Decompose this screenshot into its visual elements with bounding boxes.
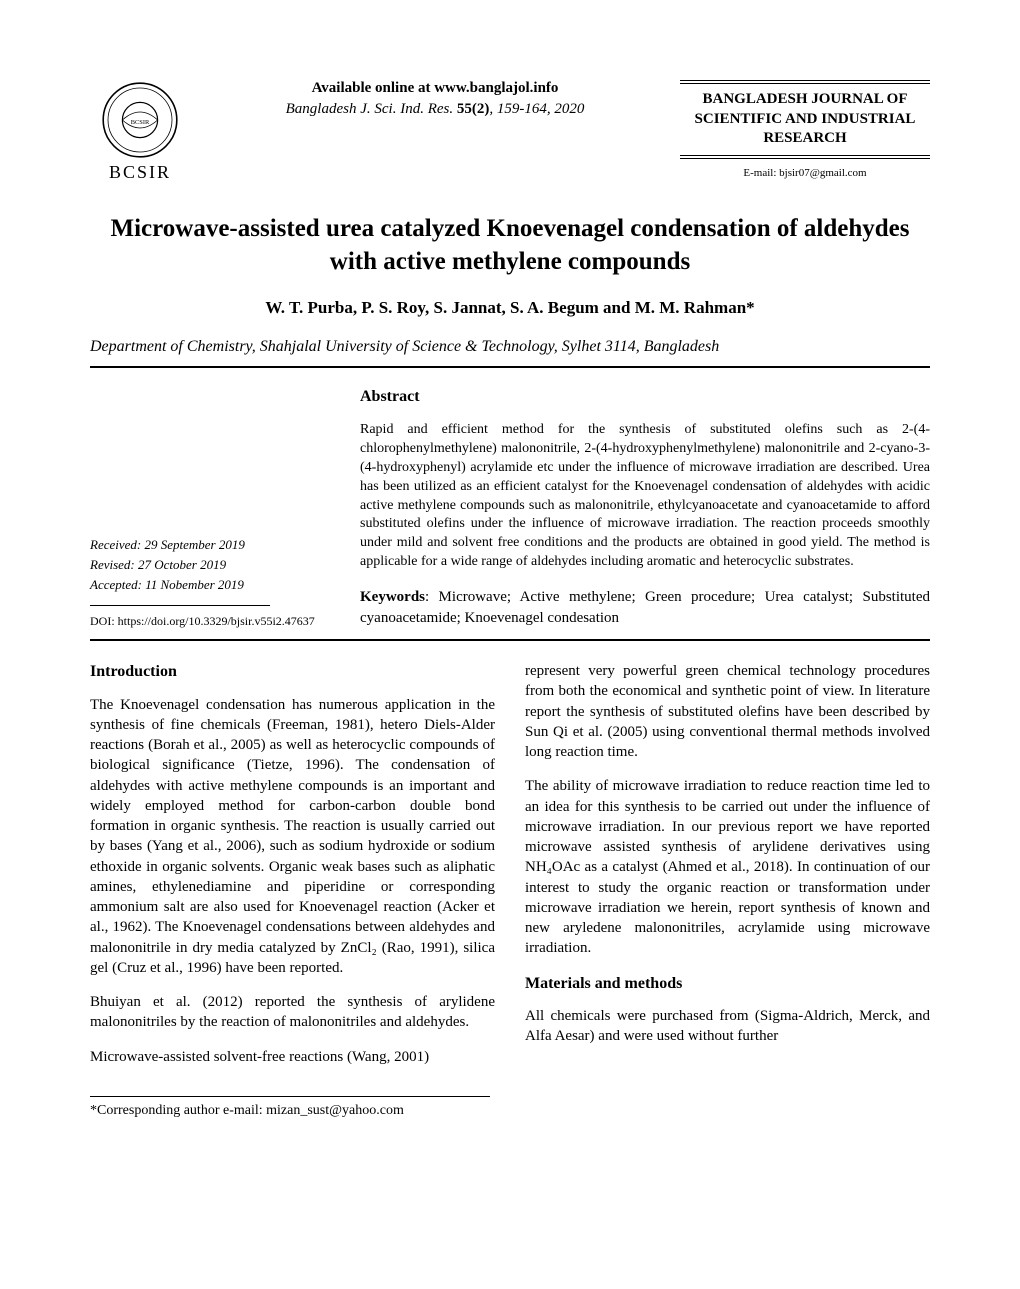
keywords-text: : Microwave; Active methylene; Green pro… (360, 589, 930, 626)
materials-methods-heading: Materials and methods (525, 973, 930, 995)
corresponding-author: *Corresponding author e-mail: mizan_sust… (90, 1103, 930, 1119)
footer-divider (90, 1096, 490, 1097)
journal-citation: Bangladesh J. Sci. Ind. Res. 55(2), 159-… (210, 101, 660, 118)
right-paragraph-3: All chemicals were purchased from (Sigma… (525, 1006, 930, 1047)
right-paragraph-1: represent very powerful green chemical t… (525, 661, 930, 762)
received-date: Received: 29 September 2019 (90, 537, 330, 553)
divider-top (90, 366, 930, 368)
bcsir-logo-icon: BCSIR (100, 80, 180, 160)
keywords: Keywords: Microwave; Active methylene; G… (360, 587, 930, 629)
intro-paragraph-3: Microwave-assisted solvent-free reaction… (90, 1047, 495, 1067)
keywords-label: Keywords (360, 589, 425, 605)
introduction-heading: Introduction (90, 661, 495, 683)
intro-paragraph-1: The Knoevenagel condensation has numerou… (90, 695, 495, 979)
citation-volume: 55(2) (457, 101, 490, 117)
available-online-text: Available online at www.banglajol.info (210, 80, 660, 97)
right-column: represent very powerful green chemical t… (525, 661, 930, 1081)
abstract-heading: Abstract (360, 388, 930, 406)
body-columns: Introduction The Knoevenagel condensatio… (90, 661, 930, 1081)
header-row: BCSIR BCSIR Available online at www.bang… (90, 80, 930, 183)
abstract-content: Abstract Rapid and efficient method for … (360, 388, 930, 629)
revised-date: Revised: 27 October 2019 (90, 557, 330, 573)
accepted-date: Accepted: 11 Nobember 2019 (90, 577, 330, 593)
affiliation: Department of Chemistry, Shahjalal Unive… (90, 338, 930, 356)
dates-divider (90, 605, 270, 606)
logo-block: BCSIR BCSIR (90, 80, 190, 183)
header-center: Available online at www.banglajol.info B… (190, 80, 680, 118)
abstract-text: Rapid and efficient method for the synth… (360, 421, 930, 572)
article-title: Microwave-assisted urea catalyzed Knoeve… (90, 213, 930, 278)
left-column: Introduction The Knoevenagel condensatio… (90, 661, 495, 1081)
divider-abstract-bottom (90, 639, 930, 641)
journal-email: E-mail: bjsir07@gmail.com (680, 167, 930, 179)
svg-text:BCSIR: BCSIR (131, 119, 150, 126)
right-paragraph-2: The ability of microwave irradiation to … (525, 776, 930, 958)
citation-pages: , 159-164, 2020 (489, 101, 584, 117)
citation-prefix: Bangladesh J. Sci. Ind. Res. (286, 101, 453, 117)
logo-text: BCSIR (109, 162, 171, 183)
dates-block: Received: 29 September 2019 Revised: 27 … (90, 388, 330, 629)
authors: W. T. Purba, P. S. Roy, S. Jannat, S. A.… (90, 298, 930, 318)
journal-name: BANGLADESH JOURNAL OF SCIENTIFIC AND IND… (680, 80, 930, 159)
abstract-section: Received: 29 September 2019 Revised: 27 … (90, 388, 930, 629)
doi-text: DOI: https://doi.org/10.3329/bjsir.v55i2… (90, 614, 330, 629)
intro-paragraph-2: Bhuiyan et al. (2012) reported the synth… (90, 992, 495, 1033)
header-right: BANGLADESH JOURNAL OF SCIENTIFIC AND IND… (680, 80, 930, 179)
